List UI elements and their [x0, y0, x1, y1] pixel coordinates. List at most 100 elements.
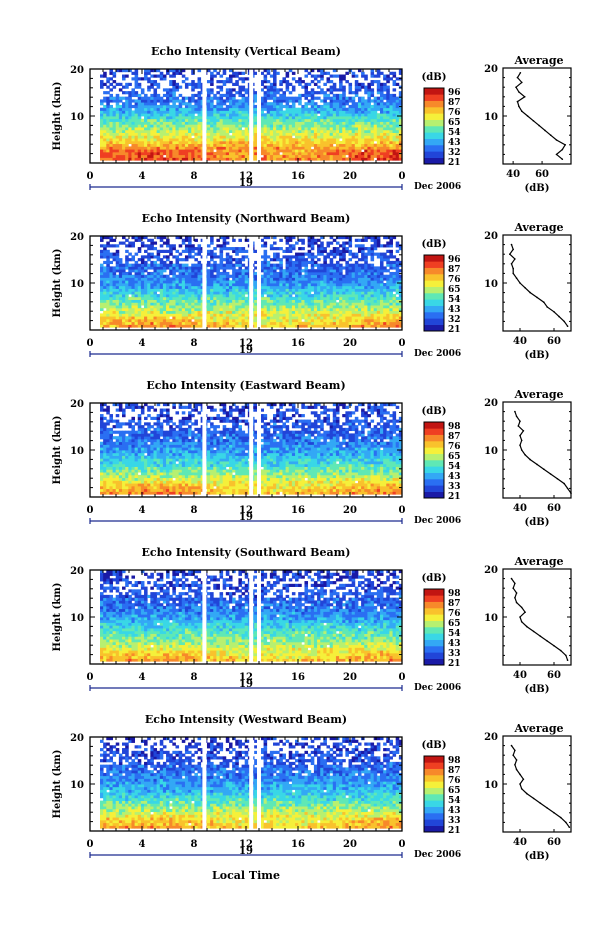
heatmap-cell	[301, 277, 305, 281]
heatmap-cell	[304, 260, 309, 265]
heatmap-cell	[310, 99, 315, 103]
heatmap-cell	[279, 113, 283, 117]
heatmap-cell	[137, 138, 142, 142]
heatmap-cell	[162, 118, 167, 122]
heatmap-cell	[112, 129, 117, 133]
heatmap-cell	[106, 307, 110, 312]
heatmap-cell	[134, 80, 139, 84]
heatmap-cell	[361, 135, 365, 139]
heatmap-cell	[395, 110, 400, 114]
heatmap-cell	[310, 310, 315, 314]
heatmap-cell	[128, 291, 132, 295]
heatmap-cell	[140, 138, 145, 142]
heatmap-cell	[379, 93, 384, 98]
heatmap-cell	[320, 140, 324, 145]
heatmap-cell	[354, 302, 359, 306]
heatmap-cell	[241, 77, 246, 81]
heatmap-cell	[169, 127, 173, 131]
heatmap-cell	[134, 99, 139, 103]
heatmap-cell	[150, 85, 154, 89]
heatmap-cell	[244, 321, 249, 325]
heatmap-cell	[232, 266, 236, 270]
heatmap-cell	[172, 143, 176, 147]
heatmap-cell	[288, 269, 293, 273]
heatmap-cell	[103, 316, 107, 320]
heatmap-cell	[332, 263, 337, 267]
heatmap-cell	[235, 102, 239, 106]
heatmap-cell	[326, 263, 331, 267]
heatmap-cell	[225, 107, 230, 111]
heatmap-cell	[317, 124, 321, 128]
heatmap-cell	[269, 91, 274, 95]
heatmap-cell	[339, 116, 343, 120]
heatmap-cell	[228, 274, 233, 278]
heatmap-cell	[122, 263, 126, 267]
heatmap-cell	[210, 277, 214, 281]
heatmap-cell	[140, 271, 145, 276]
heatmap-cell	[326, 280, 331, 284]
heatmap-cell	[115, 104, 120, 109]
heatmap-cell	[379, 140, 384, 145]
heatmap-cell	[191, 291, 195, 295]
heatmap-cell	[282, 288, 287, 292]
heatmap-cell	[225, 302, 230, 306]
heatmap-cell	[392, 113, 397, 117]
heatmap-cell	[122, 96, 126, 100]
heatmap-cell	[323, 118, 327, 122]
heatmap-cell	[364, 274, 368, 278]
heatmap-cell	[232, 138, 236, 142]
heatmap-cell	[326, 307, 331, 312]
heatmap-cell	[364, 138, 368, 142]
heatmap-cell	[191, 151, 195, 156]
heatmap-cell	[357, 151, 362, 156]
heatmap-cell	[156, 280, 161, 284]
heatmap-cell	[181, 102, 186, 106]
heatmap-cell	[172, 307, 176, 312]
heatmap-cell	[266, 318, 271, 323]
heatmap-cell	[153, 118, 158, 122]
heatmap-cell	[288, 154, 293, 158]
heatmap-cell	[392, 149, 397, 153]
heatmap-cell	[162, 260, 167, 265]
heatmap-cell	[206, 271, 211, 276]
heatmap-cell	[398, 307, 403, 312]
heatmap-cell	[166, 151, 170, 156]
heatmap-cell	[134, 110, 139, 114]
heatmap-cell	[169, 263, 173, 267]
heatmap-cell	[354, 157, 359, 161]
heatmap-cell	[219, 80, 224, 84]
heatmap-cell	[260, 138, 264, 142]
heatmap-cell	[361, 129, 365, 133]
heatmap-cell	[348, 266, 353, 270]
heatmap-cell	[232, 71, 236, 75]
heatmap-cell	[191, 88, 195, 92]
heatmap-cell	[188, 318, 192, 323]
heatmap-cell	[285, 80, 290, 84]
heatmap-cell	[285, 96, 290, 100]
heatmap-cell	[118, 258, 123, 262]
heatmap-cell	[238, 129, 242, 133]
heatmap-cell	[172, 91, 176, 95]
heatmap-cell	[269, 277, 274, 281]
heatmap-cell	[376, 157, 381, 161]
heatmap-cell	[122, 107, 126, 111]
heatmap-cell	[153, 321, 158, 325]
heatmap-cell	[304, 107, 309, 111]
heatmap-cell	[181, 305, 186, 309]
heatmap-cell	[323, 263, 327, 267]
heatmap-cell	[361, 302, 365, 306]
heatmap-cell	[169, 118, 173, 122]
heatmap-cell	[159, 74, 164, 78]
heatmap-cell	[254, 280, 258, 284]
heatmap-cell	[398, 321, 403, 325]
heatmap-cell	[103, 71, 107, 75]
heatmap-cell	[269, 74, 274, 78]
heatmap-cell	[181, 277, 186, 281]
heatmap-cell	[159, 299, 164, 303]
heatmap-cell	[298, 324, 302, 328]
heatmap-cell	[398, 143, 403, 147]
heatmap-cell	[147, 296, 151, 300]
heatmap-cell	[128, 113, 132, 117]
heatmap-cell	[118, 316, 123, 320]
heatmap-cell	[342, 116, 346, 120]
